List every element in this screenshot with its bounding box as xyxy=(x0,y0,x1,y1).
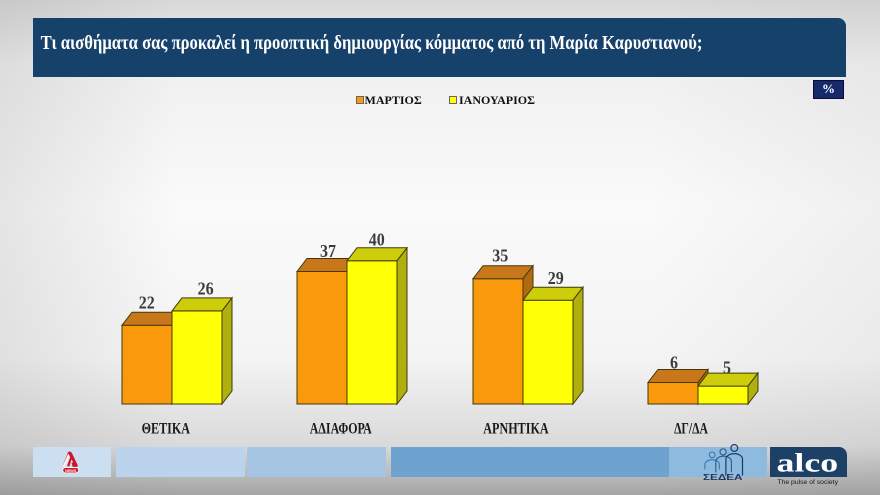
svg-text:37: 37 xyxy=(320,241,336,261)
svg-text:5: 5 xyxy=(723,357,731,377)
svg-text:ΣΕΔΕΑ: ΣΕΔΕΑ xyxy=(703,473,743,482)
svg-text:35: 35 xyxy=(492,245,508,265)
svg-text:The pulse of society: The pulse of society xyxy=(777,479,838,486)
svg-text:alco: alco xyxy=(777,449,839,478)
svg-text:ΘΕΤΙΚΑ: ΘΕΤΙΚΑ xyxy=(142,421,191,438)
svg-text:29: 29 xyxy=(548,268,564,288)
svg-text:40: 40 xyxy=(369,229,385,249)
svg-text:ΔΓ/ΔΑ: ΔΓ/ΔΑ xyxy=(674,421,708,438)
svg-text:ΑΡΝΗΤΙΚΑ: ΑΡΝΗΤΙΚΑ xyxy=(483,421,549,438)
svg-text:NEWS: NEWS xyxy=(65,469,77,473)
svg-text:26: 26 xyxy=(198,279,214,299)
svg-text:22: 22 xyxy=(139,292,155,312)
svg-text:ΑΔΙΑΦΟΡΑ: ΑΔΙΑΦΟΡΑ xyxy=(310,421,372,438)
svg-text:6: 6 xyxy=(670,352,678,372)
